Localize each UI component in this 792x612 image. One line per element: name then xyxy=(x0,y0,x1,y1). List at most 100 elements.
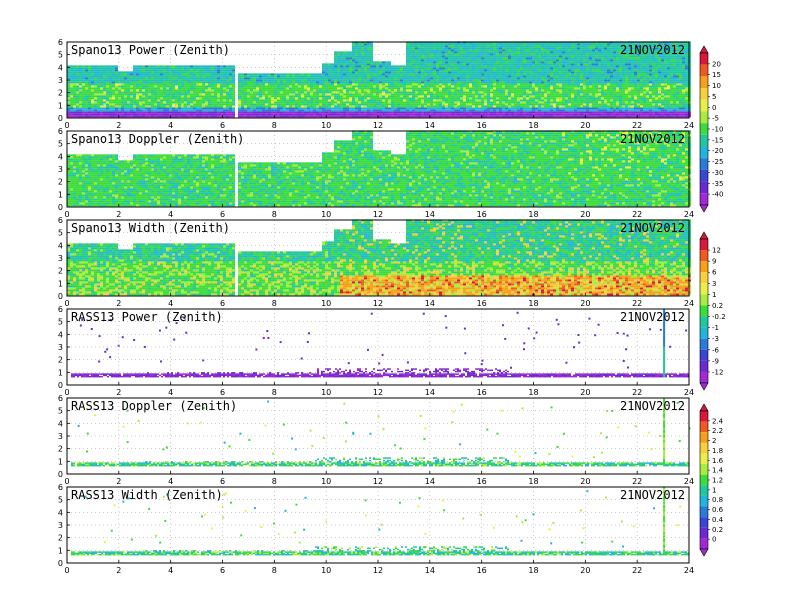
data-cell xyxy=(121,77,124,80)
data-cell xyxy=(295,81,298,84)
data-cell xyxy=(355,75,358,78)
data-cell xyxy=(328,101,331,104)
data-cell xyxy=(514,85,517,88)
data-cell xyxy=(184,85,187,88)
data-cell xyxy=(490,103,493,106)
data-cell xyxy=(514,101,517,104)
data-cell xyxy=(505,67,508,70)
data-cell xyxy=(379,95,382,98)
data-cell xyxy=(517,73,520,76)
data-cell xyxy=(139,99,142,102)
data-cell xyxy=(547,63,550,66)
data-cell xyxy=(250,115,253,118)
data-cell xyxy=(511,87,514,90)
data-cell xyxy=(283,95,286,98)
data-cell xyxy=(436,79,439,82)
data-cell xyxy=(73,81,76,84)
data-cell xyxy=(145,97,148,100)
data-cell xyxy=(547,49,550,52)
data-cell xyxy=(568,85,571,88)
data-cell xyxy=(88,99,91,102)
data-cell xyxy=(115,97,118,100)
data-cell xyxy=(526,61,529,64)
data-cell xyxy=(187,99,190,102)
data-cell xyxy=(370,43,373,46)
data-cell xyxy=(256,101,259,104)
data-cell xyxy=(409,113,412,116)
data-cell xyxy=(463,75,466,78)
data-cell xyxy=(256,111,259,114)
data-cell xyxy=(115,77,118,80)
data-cell xyxy=(355,107,358,110)
data-cell xyxy=(442,61,445,64)
data-cell xyxy=(424,49,427,52)
data-cell xyxy=(244,85,247,88)
data-cell xyxy=(451,81,454,84)
data-cell xyxy=(214,79,217,82)
data-cell xyxy=(199,73,202,76)
data-cell xyxy=(361,49,364,52)
data-cell xyxy=(565,43,568,46)
data-cell xyxy=(463,99,466,102)
data-cell xyxy=(484,51,487,54)
data-cell xyxy=(463,59,466,62)
data-cell xyxy=(514,71,517,74)
data-cell xyxy=(547,93,550,96)
data-cell xyxy=(376,115,379,118)
data-cell xyxy=(454,63,457,66)
data-cell xyxy=(487,81,490,84)
data-cell xyxy=(253,103,256,106)
data-cell xyxy=(499,65,502,68)
data-cell xyxy=(499,87,502,90)
data-cell xyxy=(409,51,412,54)
data-cell xyxy=(409,53,412,56)
data-cell xyxy=(562,103,565,106)
data-cell xyxy=(298,109,301,112)
data-cell xyxy=(415,83,418,86)
data-cell xyxy=(499,101,502,104)
data-cell xyxy=(472,99,475,102)
data-cell xyxy=(352,85,355,88)
data-cell xyxy=(154,79,157,82)
data-cell xyxy=(436,83,439,86)
data-cell xyxy=(490,85,493,88)
data-cell xyxy=(427,107,430,110)
data-cell xyxy=(559,85,562,88)
data-cell xyxy=(433,107,436,110)
data-cell xyxy=(391,69,394,72)
data-cell xyxy=(535,65,538,68)
data-cell xyxy=(100,109,103,112)
data-cell xyxy=(310,101,313,104)
data-cell xyxy=(277,73,280,76)
data-cell xyxy=(466,51,469,54)
data-cell xyxy=(136,87,139,90)
data-cell xyxy=(100,79,103,82)
data-cell xyxy=(400,93,403,96)
data-cell xyxy=(370,115,373,118)
data-cell xyxy=(511,57,514,60)
data-cell xyxy=(226,115,229,118)
data-cell xyxy=(334,73,337,76)
data-cell xyxy=(454,45,457,48)
data-cell xyxy=(115,93,118,96)
data-cell xyxy=(535,89,538,92)
data-cell xyxy=(430,65,433,68)
data-cell xyxy=(355,91,358,94)
data-cell xyxy=(517,65,520,68)
data-cell xyxy=(355,61,358,64)
data-cell xyxy=(184,109,187,112)
data-cell xyxy=(226,69,229,72)
data-cell xyxy=(475,109,478,112)
data-cell xyxy=(412,93,415,96)
data-cell xyxy=(454,91,457,94)
data-cell xyxy=(277,99,280,102)
data-cell xyxy=(337,97,340,100)
data-cell xyxy=(553,53,556,56)
data-cell xyxy=(148,87,151,90)
data-cell xyxy=(403,93,406,96)
data-cell xyxy=(259,85,262,88)
data-cell xyxy=(292,99,295,102)
data-cell xyxy=(253,101,256,104)
data-cell xyxy=(121,85,124,88)
data-cell xyxy=(406,79,409,82)
